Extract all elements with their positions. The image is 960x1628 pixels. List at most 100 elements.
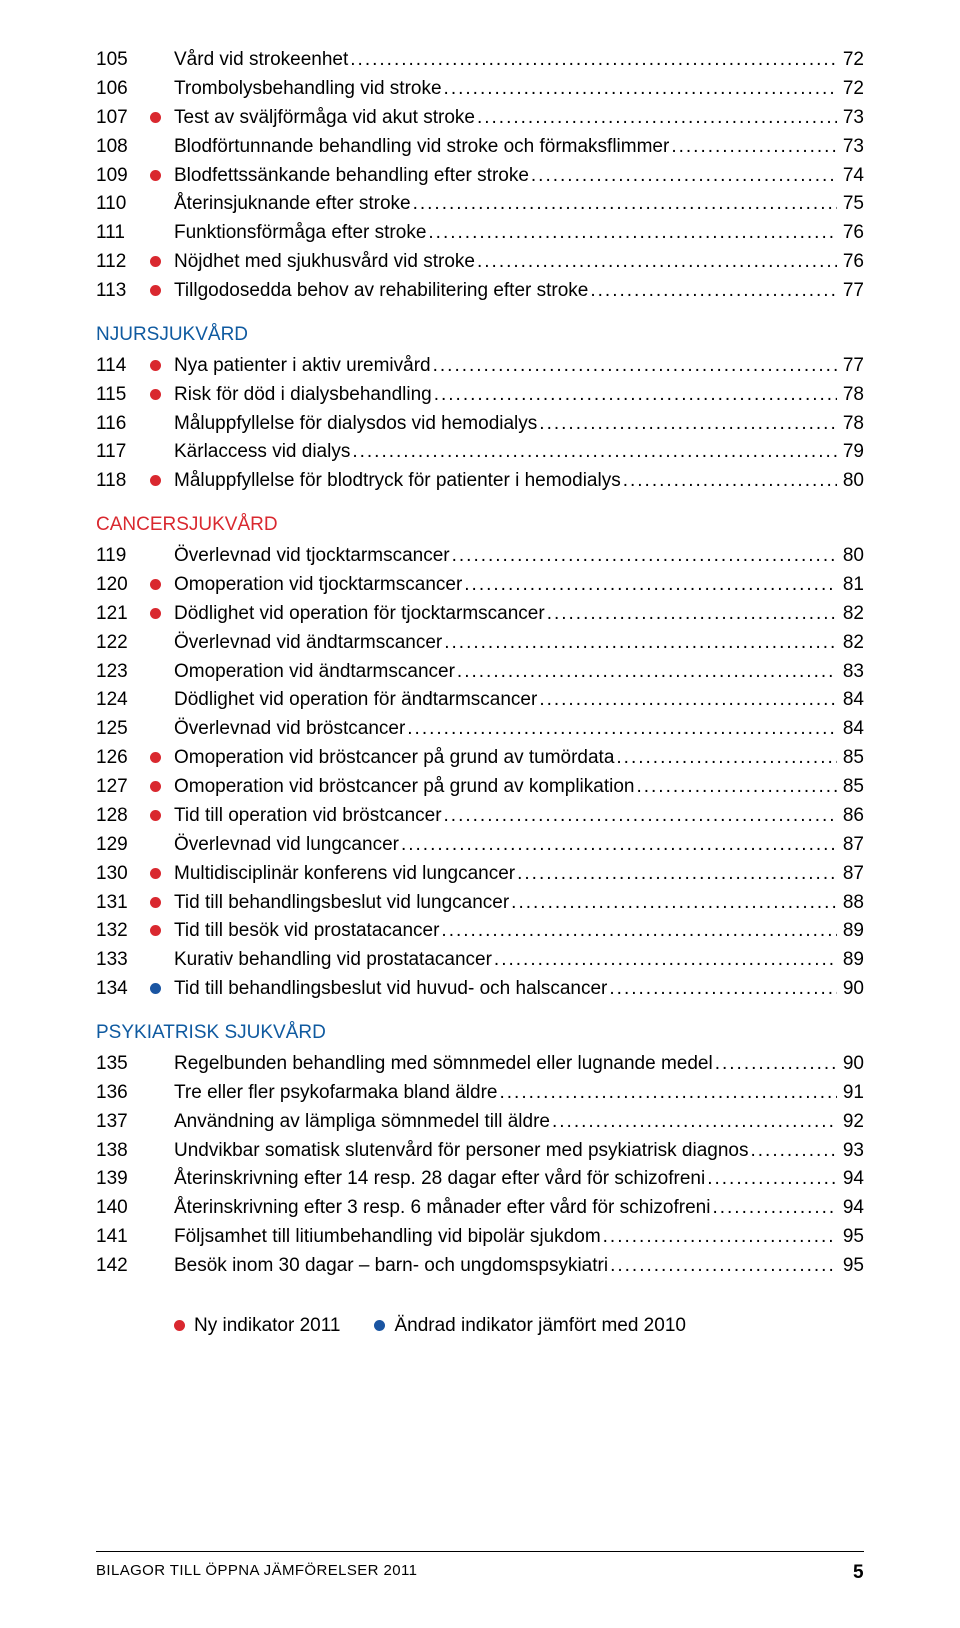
bullet-slot xyxy=(150,752,174,763)
toc-number: 108 xyxy=(96,133,150,162)
toc-page: 93 xyxy=(837,1137,864,1166)
toc-leader xyxy=(707,1165,837,1194)
toc-number: 106 xyxy=(96,75,150,104)
toc-title: Återinskrivning efter 14 resp. 28 dagar … xyxy=(174,1165,705,1194)
bullet-blue-icon xyxy=(150,983,161,994)
bullet-slot xyxy=(150,810,174,821)
toc-page: 84 xyxy=(837,686,864,715)
toc-leader xyxy=(452,542,837,571)
toc-leader xyxy=(511,889,837,918)
toc-number: 116 xyxy=(96,410,150,439)
toc-page: 79 xyxy=(837,438,864,467)
bullet-slot xyxy=(150,579,174,590)
bullet-red-icon xyxy=(150,925,161,936)
toc-title: Trombolysbehandling vid stroke xyxy=(174,75,442,104)
toc-number: 114 xyxy=(96,352,150,381)
toc-title: Överlevnad vid ändtarmscancer xyxy=(174,629,442,658)
toc-number: 113 xyxy=(96,277,150,306)
toc-title: Överlevnad vid lungcancer xyxy=(174,831,399,860)
toc-row: 131 Tid till behandlingsbeslut vid lungca… xyxy=(96,889,864,918)
toc-container: 105Vård vid strokeenhet72106Trombolysbeh… xyxy=(96,46,864,1281)
legend: Ny indikator 2011 Ändrad indikator jämfö… xyxy=(96,1315,864,1337)
toc-row: 136Tre eller fler psykofarmaka bland äld… xyxy=(96,1079,864,1108)
toc-leader xyxy=(715,1050,837,1079)
toc-number: 122 xyxy=(96,629,150,658)
toc-number: 123 xyxy=(96,658,150,687)
toc-leader xyxy=(539,686,837,715)
toc-row: 120Omoperation vid tjocktarmscancer81 xyxy=(96,571,864,600)
toc-row: 142Besök inom 30 dagar – barn- och ungdo… xyxy=(96,1252,864,1281)
toc-leader xyxy=(401,831,837,860)
toc-row: 122Överlevnad vid ändtarmscancer82 xyxy=(96,629,864,658)
toc-leader xyxy=(444,802,837,831)
legend-new: Ny indikator 2011 xyxy=(174,1315,340,1337)
toc-leader xyxy=(547,600,837,629)
toc-number: 111 xyxy=(96,219,150,248)
toc-number: 117 xyxy=(96,438,150,467)
toc-title: Tre eller fler psykofarmaka bland äldre xyxy=(174,1079,498,1108)
toc-page: 88 xyxy=(837,889,864,918)
toc-page: 87 xyxy=(837,860,864,889)
toc-number: 119 xyxy=(96,542,150,571)
toc-row: 132Tid till besök vid prostatacancer89 xyxy=(96,917,864,946)
toc-page: 78 xyxy=(837,381,864,410)
toc-row: 124Dödlighet vid operation för ändtarmsc… xyxy=(96,686,864,715)
toc-leader xyxy=(494,946,837,975)
toc-row: 125Överlevnad vid bröstcancer84 xyxy=(96,715,864,744)
toc-page: 94 xyxy=(837,1194,864,1223)
toc-row: 130Multidisciplinär konferens vid lungca… xyxy=(96,860,864,889)
toc-number: 115 xyxy=(96,381,150,410)
toc-leader xyxy=(350,46,837,75)
toc-title: Överlevnad vid tjocktarmscancer xyxy=(174,542,450,571)
toc-page: 72 xyxy=(837,46,864,75)
toc-page: 77 xyxy=(837,352,864,381)
toc-row: 118Måluppfyllelse för blodtryck för pati… xyxy=(96,467,864,496)
toc-number: 109 xyxy=(96,162,150,191)
section-heading: NJURSJUKVÅRD xyxy=(96,321,864,350)
toc-page: 76 xyxy=(837,219,864,248)
toc-page: 85 xyxy=(837,773,864,802)
toc-number: 137 xyxy=(96,1108,150,1137)
bullet-red-icon xyxy=(150,579,161,590)
legend-red-label: Ny indikator 2011 xyxy=(194,1315,340,1337)
toc-leader xyxy=(671,133,837,162)
toc-title: Återinskrivning efter 3 resp. 6 månader … xyxy=(174,1194,710,1223)
toc-leader xyxy=(603,1223,837,1252)
toc-page: 77 xyxy=(837,277,864,306)
toc-leader xyxy=(500,1079,837,1108)
toc-page: 72 xyxy=(837,75,864,104)
toc-page: 80 xyxy=(837,542,864,571)
toc-page: 91 xyxy=(837,1079,864,1108)
toc-row: 138Undvikbar somatisk slutenvård för per… xyxy=(96,1137,864,1166)
toc-page: 90 xyxy=(837,975,864,1004)
toc-number: 121 xyxy=(96,600,150,629)
toc-title: Måluppfyllelse för dialysdos vid hemodia… xyxy=(174,410,537,439)
toc-page: 75 xyxy=(837,190,864,219)
bullet-slot xyxy=(150,868,174,879)
toc-title: Blodförtunnande behandling vid stroke oc… xyxy=(174,133,669,162)
toc-row: 109Blodfettssänkande behandling efter st… xyxy=(96,162,864,191)
toc-title: Följsamhet till litiumbehandling vid bip… xyxy=(174,1223,601,1252)
toc-title: Tid till operation vid bröstcancer xyxy=(174,802,442,831)
toc-number: 130 xyxy=(96,860,150,889)
toc-page: 76 xyxy=(837,248,864,277)
toc-page: 95 xyxy=(837,1223,864,1252)
toc-title: Måluppfyllelse för blodtryck för patient… xyxy=(174,467,621,496)
toc-row: 115Risk för död i dialysbehandling78 xyxy=(96,381,864,410)
toc-title: Test av sväljförmåga vid akut stroke xyxy=(174,104,475,133)
toc-leader xyxy=(531,162,837,191)
toc-leader xyxy=(477,248,837,277)
bullet-slot xyxy=(150,475,174,486)
bullet-red-icon xyxy=(150,170,161,181)
bullet-slot xyxy=(150,983,174,994)
bullet-slot xyxy=(150,389,174,400)
toc-number: 112 xyxy=(96,248,150,277)
toc-page: 85 xyxy=(837,744,864,773)
bullet-slot xyxy=(150,781,174,792)
toc-row: 127Omoperation vid bröstcancer på grund … xyxy=(96,773,864,802)
toc-page: 90 xyxy=(837,1050,864,1079)
toc-number: 131 xyxy=(96,889,150,918)
toc-leader xyxy=(433,352,837,381)
bullet-red-icon xyxy=(150,389,161,400)
toc-title: Tid till behandlingsbeslut vid lungcance… xyxy=(174,889,509,918)
